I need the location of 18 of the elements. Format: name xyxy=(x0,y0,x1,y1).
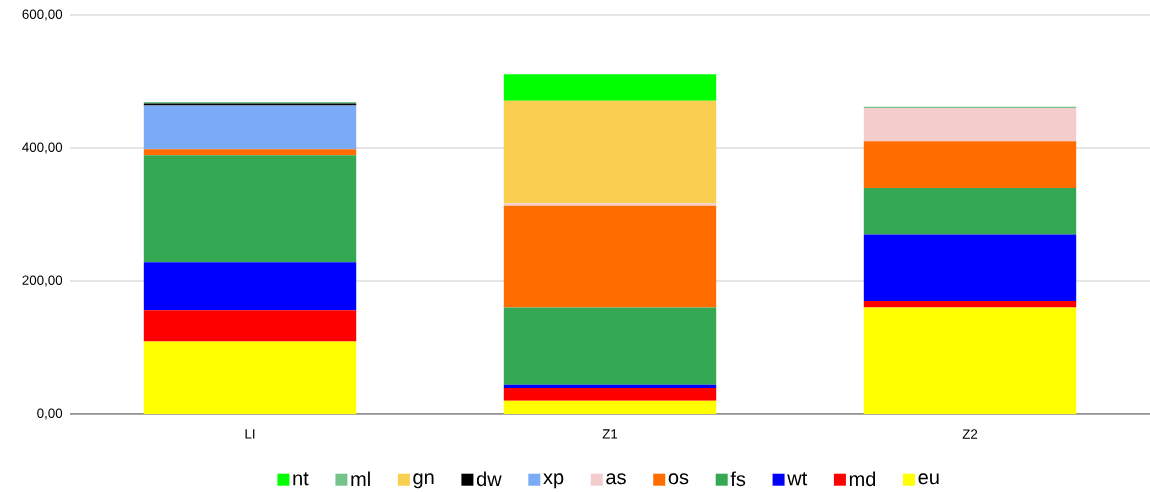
legend-label: fs xyxy=(730,471,746,487)
y-tick-label: 600,00 xyxy=(22,9,63,21)
legend-label: ml xyxy=(351,471,370,486)
x-tick-label: Z1 xyxy=(602,429,618,439)
legend-label: xp xyxy=(543,473,564,489)
y-tick-label: 0,00 xyxy=(37,408,63,420)
y-tick-label: 200,00 xyxy=(22,275,63,287)
legend-label: eu xyxy=(918,473,939,485)
legend-label: gn xyxy=(413,473,434,489)
legend-label: dw xyxy=(476,471,502,487)
legend-label: md xyxy=(849,471,876,487)
x-tick-label: Z2 xyxy=(962,429,978,439)
legend-label: as xyxy=(606,473,626,485)
legend-label: wt xyxy=(787,472,808,486)
y-tick-label: 400,00 xyxy=(22,142,63,154)
legend-label: nt xyxy=(293,472,309,486)
legend-label: os xyxy=(668,473,689,485)
x-tick-label: LI xyxy=(245,429,255,439)
